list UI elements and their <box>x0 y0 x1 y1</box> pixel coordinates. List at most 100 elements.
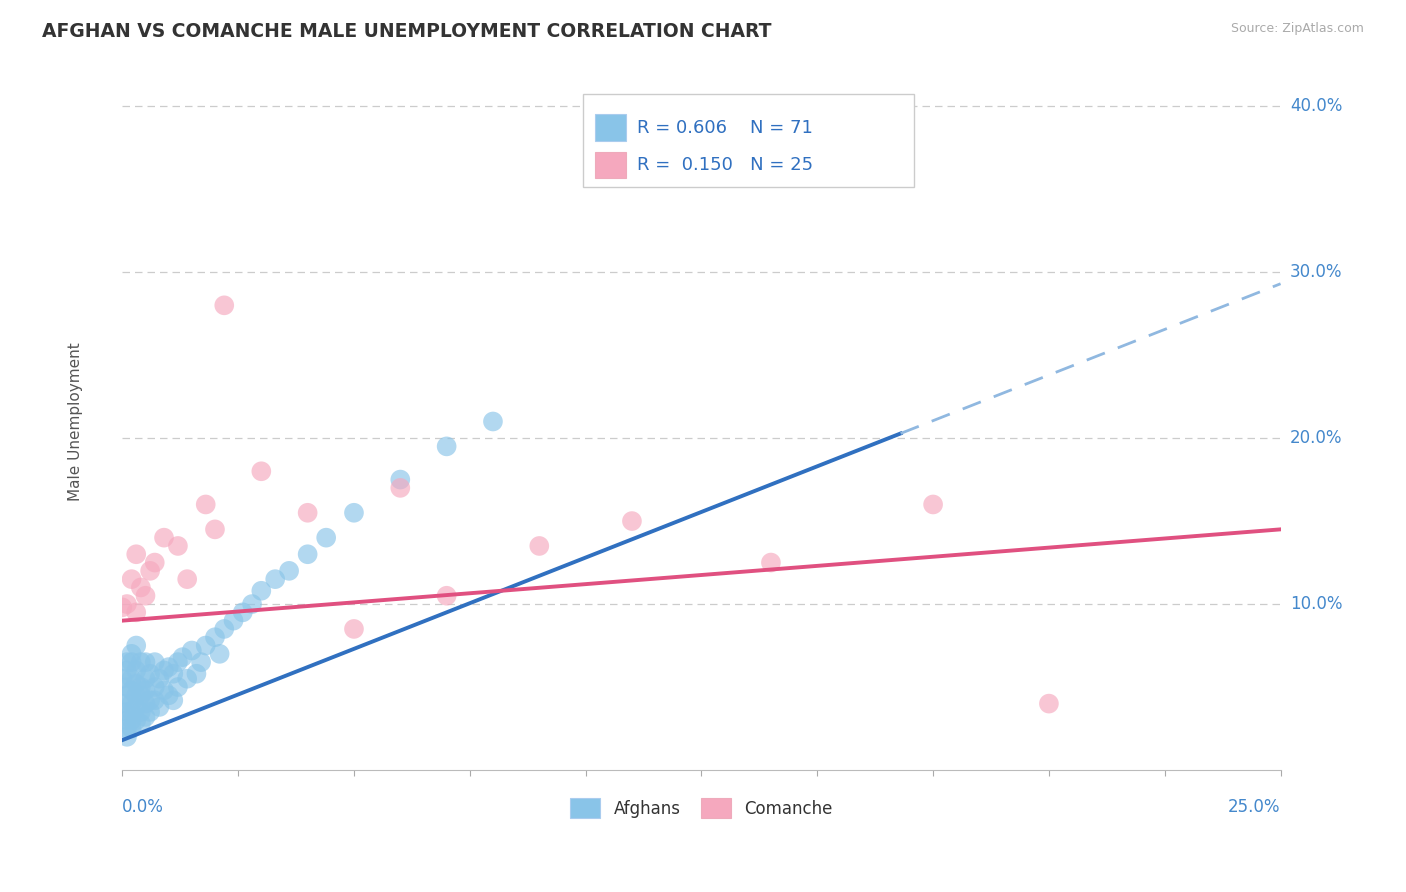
Point <box>115 689 138 703</box>
Point <box>620 514 643 528</box>
Point <box>204 522 226 536</box>
Point <box>482 415 505 429</box>
Text: Male Unemployment: Male Unemployment <box>69 343 83 501</box>
Text: R = 0.606    N = 71: R = 0.606 N = 71 <box>637 119 813 136</box>
Text: 40.0%: 40.0% <box>1289 97 1343 115</box>
Text: 10.0%: 10.0% <box>1289 595 1343 613</box>
Point <box>121 655 143 669</box>
Text: 20.0%: 20.0% <box>1289 429 1343 447</box>
Point <box>121 683 143 698</box>
Point <box>111 697 134 711</box>
Point <box>297 547 319 561</box>
Point <box>162 693 184 707</box>
Point <box>139 666 162 681</box>
Point <box>157 689 180 703</box>
Point <box>115 713 138 727</box>
Point <box>176 672 198 686</box>
Point <box>121 722 143 736</box>
Point <box>250 464 273 478</box>
Point <box>343 622 366 636</box>
Point <box>139 564 162 578</box>
Point <box>125 639 148 653</box>
Point <box>180 643 202 657</box>
Point <box>129 716 152 731</box>
Point <box>125 676 148 690</box>
Point <box>121 672 143 686</box>
Point <box>115 705 138 719</box>
Point <box>250 583 273 598</box>
Point <box>297 506 319 520</box>
Point <box>1038 697 1060 711</box>
Point <box>121 647 143 661</box>
Point <box>148 672 170 686</box>
Point <box>134 589 156 603</box>
Point <box>389 481 412 495</box>
Point <box>125 547 148 561</box>
Point <box>343 506 366 520</box>
Text: 25.0%: 25.0% <box>1227 797 1281 816</box>
Point <box>208 647 231 661</box>
Point <box>167 680 190 694</box>
Point <box>134 683 156 698</box>
Point <box>153 531 176 545</box>
Point <box>264 572 287 586</box>
Point <box>157 660 180 674</box>
Point <box>153 683 176 698</box>
Point <box>436 589 458 603</box>
Point <box>129 581 152 595</box>
Point <box>134 697 156 711</box>
Point <box>389 473 412 487</box>
Point <box>125 700 148 714</box>
Point <box>143 693 166 707</box>
Point <box>139 705 162 719</box>
Point <box>278 564 301 578</box>
Point <box>134 672 156 686</box>
Point <box>111 672 134 686</box>
Point <box>125 664 148 678</box>
Point <box>922 498 945 512</box>
Point <box>315 531 337 545</box>
Point <box>115 597 138 611</box>
Point <box>190 655 212 669</box>
Point <box>186 666 208 681</box>
Point <box>759 556 782 570</box>
Point <box>129 705 152 719</box>
Point <box>172 650 194 665</box>
Point <box>148 700 170 714</box>
Text: AFGHAN VS COMANCHE MALE UNEMPLOYMENT CORRELATION CHART: AFGHAN VS COMANCHE MALE UNEMPLOYMENT COR… <box>42 22 772 41</box>
Point <box>240 597 263 611</box>
Point <box>125 713 148 727</box>
Point <box>129 689 152 703</box>
Point <box>115 722 138 736</box>
Point <box>139 693 162 707</box>
Point <box>115 664 138 678</box>
Point <box>134 710 156 724</box>
Text: 30.0%: 30.0% <box>1289 263 1343 281</box>
Point <box>125 689 148 703</box>
Point <box>121 705 143 719</box>
Point <box>194 639 217 653</box>
Point <box>121 713 143 727</box>
Point <box>111 600 134 615</box>
Point <box>529 539 551 553</box>
Point <box>212 622 235 636</box>
Point <box>129 680 152 694</box>
Point <box>143 680 166 694</box>
Point <box>115 730 138 744</box>
Point <box>222 614 245 628</box>
Text: 0.0%: 0.0% <box>122 797 165 816</box>
Point <box>115 680 138 694</box>
Point <box>143 556 166 570</box>
Point <box>194 498 217 512</box>
Point <box>125 605 148 619</box>
Legend: Afghans, Comanche: Afghans, Comanche <box>564 792 839 824</box>
Text: R =  0.150   N = 25: R = 0.150 N = 25 <box>637 156 813 174</box>
Point <box>143 655 166 669</box>
Point <box>153 664 176 678</box>
Point <box>167 655 190 669</box>
Point <box>204 630 226 644</box>
Point <box>162 666 184 681</box>
Point <box>121 572 143 586</box>
Text: Source: ZipAtlas.com: Source: ZipAtlas.com <box>1230 22 1364 36</box>
Point <box>121 697 143 711</box>
